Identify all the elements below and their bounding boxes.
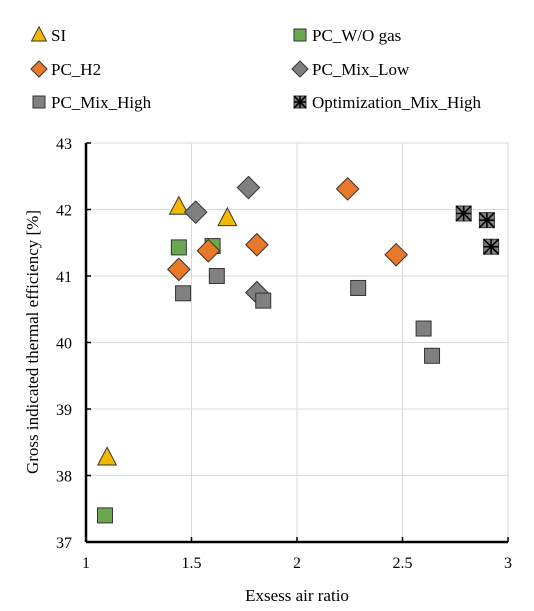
legend-marker bbox=[30, 60, 48, 78]
y-tick-label: 37 bbox=[56, 535, 72, 552]
y-tick-label: 42 bbox=[56, 203, 72, 220]
axes: 1 1.5 2 2.5 3 37 38 39 40 41 42 43 bbox=[56, 136, 512, 572]
data-point-optimization-mix-high bbox=[483, 238, 500, 255]
legend-item: PC_Mix_Low bbox=[291, 60, 410, 79]
legend-label: Optimization_Mix_High bbox=[312, 93, 482, 112]
y-tick-label: 39 bbox=[56, 402, 72, 419]
data-point-pc-mix-low bbox=[183, 200, 208, 225]
data-point-pc-mix-high bbox=[208, 268, 225, 284]
x-axis-label: Exsess air ratio bbox=[245, 586, 349, 605]
legend: SI PC_W/O gas PC_H2 PC_Mix_Low PC_Mix_High Op… bbox=[30, 25, 482, 112]
legend-item: SI bbox=[30, 25, 66, 45]
y-tick-label: 43 bbox=[56, 136, 72, 153]
x-tick-label: 1 bbox=[82, 555, 90, 572]
legend-item: PC_Mix_High bbox=[32, 93, 152, 112]
y-axis-label: Gross indicated thermal efficiency [%] bbox=[23, 210, 42, 474]
legend-item: PC_H2 bbox=[30, 60, 101, 79]
data-point-pc-w-o-gas bbox=[170, 239, 187, 256]
legend-marker bbox=[32, 95, 46, 109]
legend-marker bbox=[293, 28, 307, 42]
x-tick-label: 1.5 bbox=[182, 555, 202, 572]
y-tick-label: 40 bbox=[56, 336, 72, 353]
legend-label: PC_Mix_High bbox=[51, 93, 152, 112]
data-marks bbox=[96, 175, 500, 524]
data-point-pc-mix-high bbox=[424, 347, 441, 364]
data-point-si bbox=[96, 446, 118, 466]
data-point-pc-w-o-gas bbox=[96, 507, 113, 524]
y-tick-label: 38 bbox=[56, 469, 72, 486]
x-tick-label: 3 bbox=[504, 555, 512, 572]
legend-marker bbox=[30, 25, 48, 42]
legend-label: SI bbox=[51, 26, 66, 45]
legend-label: PC_H2 bbox=[51, 60, 101, 79]
grid bbox=[86, 142, 509, 542]
data-point-pc-h2 bbox=[196, 238, 221, 263]
data-point-si bbox=[168, 195, 189, 215]
y-tick-label: 41 bbox=[56, 269, 72, 286]
data-point-pc-mix-high bbox=[415, 320, 432, 337]
data-point-optimization-mix-high bbox=[455, 205, 472, 222]
legend-marker bbox=[293, 95, 307, 109]
data-point-pc-mix-high bbox=[175, 285, 192, 302]
data-point-pc-mix-high bbox=[255, 292, 272, 309]
legend-label: PC_W/O gas bbox=[312, 26, 401, 45]
legend-marker bbox=[291, 60, 309, 78]
data-point-pc-h2 bbox=[384, 242, 409, 267]
x-tick-label: 2 bbox=[293, 555, 301, 572]
data-point-pc-h2 bbox=[166, 257, 191, 282]
legend-item: PC_W/O gas bbox=[293, 26, 401, 45]
data-point-pc-h2 bbox=[335, 177, 360, 201]
data-point-optimization-mix-high bbox=[478, 212, 495, 229]
data-point-si bbox=[217, 206, 238, 227]
x-tick-label: 2.5 bbox=[393, 555, 413, 572]
legend-item: Optimization_Mix_High bbox=[293, 93, 482, 112]
data-point-pc-mix-high bbox=[350, 279, 367, 296]
legend-label: PC_Mix_Low bbox=[312, 60, 410, 79]
data-point-pc-h2 bbox=[245, 232, 269, 257]
data-point-pc-mix-low bbox=[236, 175, 261, 200]
